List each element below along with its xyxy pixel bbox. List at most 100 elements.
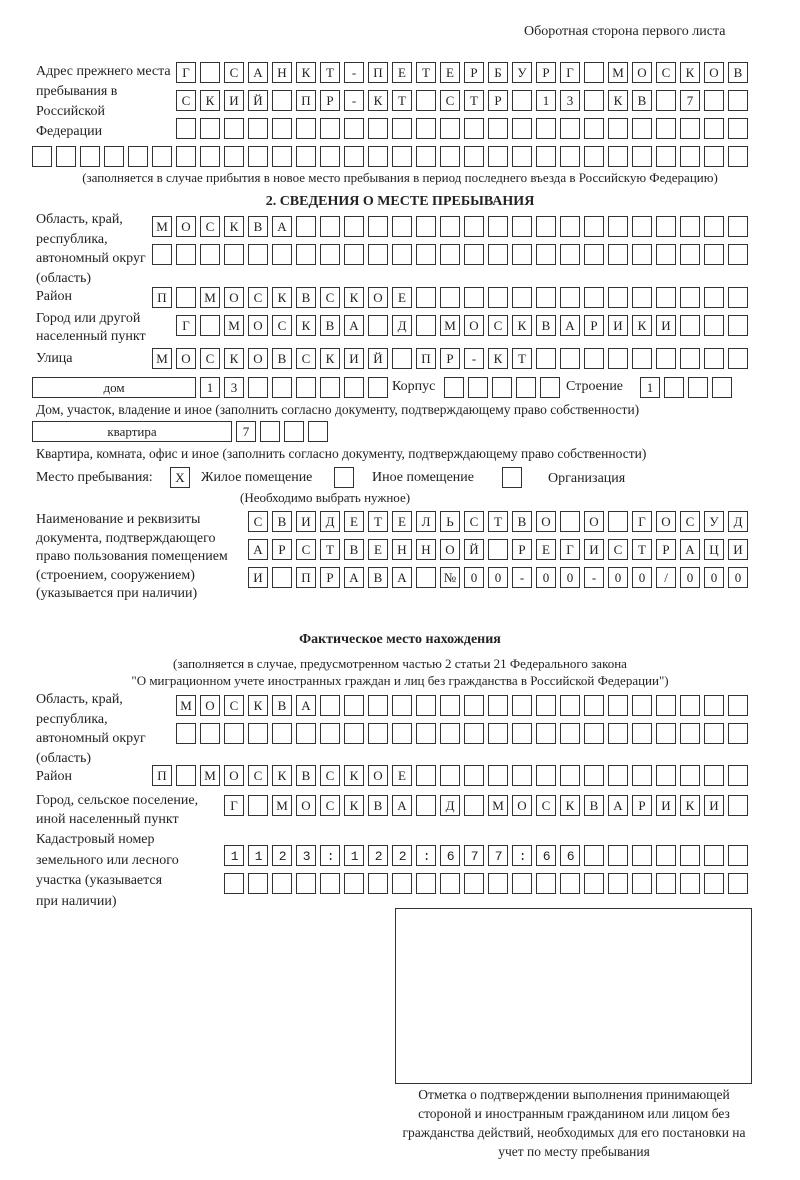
prev-address-cell[interactable] [272,146,292,167]
actual-region-cell[interactable] [656,695,676,716]
actual-region-cell[interactable] [176,723,196,744]
cadastral-cell[interactable] [344,873,364,894]
actual-region-cell[interactable] [416,695,436,716]
house-cell[interactable] [296,377,316,398]
cadastral-cell[interactable] [656,873,676,894]
street-cell[interactable]: О [248,348,268,369]
actual-region-cell[interactable] [512,695,532,716]
actual-city-cell[interactable]: К [680,795,700,816]
district-cell[interactable]: С [248,287,268,308]
prev-address-cell[interactable] [632,118,652,139]
street-cell[interactable]: К [488,348,508,369]
prev-address-cell[interactable]: - [344,90,364,111]
cadastral-cell[interactable] [680,873,700,894]
prev-address-cell[interactable] [416,118,436,139]
prev-address-cell[interactable]: Б [488,62,508,83]
actual-district-cell[interactable] [416,765,436,786]
city-cell[interactable] [416,315,436,336]
city-cell[interactable] [200,315,220,336]
region-cell[interactable] [296,216,316,237]
district-cell[interactable] [656,287,676,308]
actual-region-cell[interactable] [416,723,436,744]
actual-city-cell[interactable]: Д [440,795,460,816]
region-cell[interactable] [416,244,436,265]
prev-address-cell[interactable]: 7 [680,90,700,111]
apartment-cell[interactable] [284,421,304,442]
actual-region-cell[interactable] [440,723,460,744]
region-cell[interactable] [536,216,556,237]
cadastral-cell[interactable] [272,873,292,894]
actual-region-cell[interactable] [536,723,556,744]
region-cell[interactable] [296,244,316,265]
street-cell[interactable] [656,348,676,369]
region-cell[interactable] [344,216,364,237]
document-cell[interactable]: 0 [704,567,724,588]
region-cell[interactable] [464,244,484,265]
document-cell[interactable]: А [392,567,412,588]
street-cell[interactable] [728,348,748,369]
prev-address-cell[interactable]: К [680,62,700,83]
cadastral-cell[interactable] [320,845,340,866]
actual-district-cell[interactable]: К [344,765,364,786]
document-cell[interactable]: Д [728,511,748,532]
actual-region-cell[interactable] [440,695,460,716]
prev-address-cell[interactable]: С [176,90,196,111]
prev-address-cell[interactable]: Р [488,90,508,111]
actual-district-cell[interactable] [488,765,508,786]
document-cell[interactable]: 0 [680,567,700,588]
prev-address-cell[interactable]: К [200,90,220,111]
district-cell[interactable] [536,287,556,308]
prev-address-cell[interactable] [512,146,532,167]
prev-address-cell[interactable] [560,146,580,167]
region-cell[interactable] [200,244,220,265]
prev-address-cell[interactable]: К [368,90,388,111]
actual-city-cell[interactable]: Р [632,795,652,816]
prev-address-cell[interactable] [608,146,628,167]
actual-region-cell[interactable] [464,723,484,744]
region-cell[interactable] [608,216,628,237]
actual-region-cell[interactable]: О [200,695,220,716]
actual-region-cell[interactable] [296,723,316,744]
district-cell[interactable] [608,287,628,308]
cadastral-cell[interactable] [416,845,436,866]
actual-region-cell[interactable] [344,723,364,744]
region-cell[interactable] [488,216,508,237]
district-cell[interactable]: О [224,287,244,308]
prev-address-cell[interactable]: С [224,62,244,83]
actual-city-cell[interactable]: И [704,795,724,816]
cadastral-cell[interactable] [632,873,652,894]
city-cell[interactable]: М [224,315,244,336]
prev-address-cell[interactable] [200,118,220,139]
actual-city-cell[interactable]: М [488,795,508,816]
prev-address-cell[interactable]: Е [440,62,460,83]
document-cell[interactable] [488,539,508,560]
cadastral-cell[interactable] [320,873,340,894]
prev-address-cell[interactable] [464,146,484,167]
prev-address-cell[interactable] [176,118,196,139]
region-cell[interactable] [344,244,364,265]
prev-address-cell[interactable] [488,146,508,167]
actual-city-cell[interactable] [728,795,748,816]
prev-address-cell[interactable] [152,146,172,167]
district-cell[interactable] [584,287,604,308]
actual-city-cell[interactable]: О [512,795,532,816]
region-cell[interactable] [512,244,532,265]
document-cell[interactable]: И [248,567,268,588]
prev-address-cell[interactable] [680,146,700,167]
prev-address-cell[interactable] [344,118,364,139]
region-cell[interactable] [176,244,196,265]
region-cell[interactable] [440,216,460,237]
building-cell[interactable] [468,377,488,398]
document-cell[interactable]: Т [488,511,508,532]
actual-region-cell[interactable]: С [224,695,244,716]
city-cell[interactable]: Г [176,315,196,336]
district-cell[interactable] [632,287,652,308]
cadastral-cell[interactable] [488,873,508,894]
region-cell[interactable] [608,244,628,265]
region-cell[interactable]: О [176,216,196,237]
structure-cell[interactable] [688,377,708,398]
prev-address-cell[interactable] [632,146,652,167]
region-cell[interactable] [584,244,604,265]
document-cell[interactable]: П [296,567,316,588]
region-cell[interactable] [728,244,748,265]
